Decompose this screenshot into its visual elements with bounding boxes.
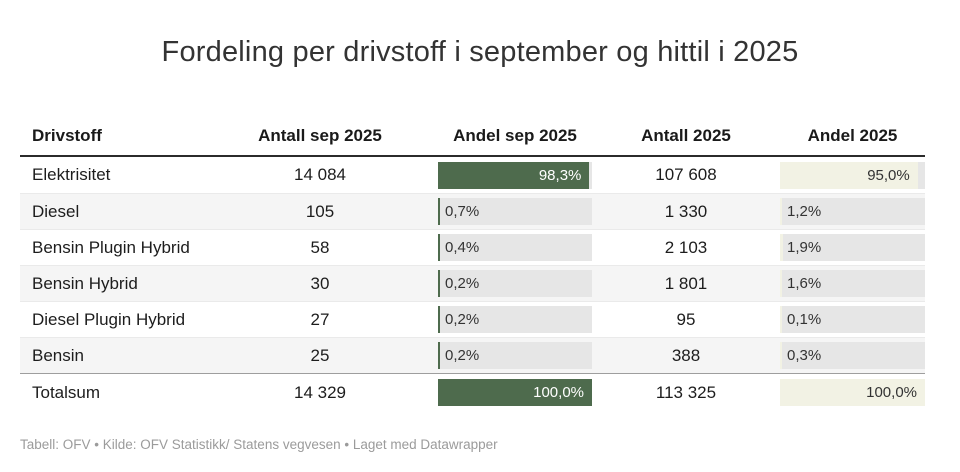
bar-fill	[780, 198, 782, 226]
bar-fill	[438, 306, 440, 334]
cell-antall: 95	[676, 309, 696, 329]
bar-value-label: 0,2%	[445, 275, 480, 293]
bar-track: 0,2%	[438, 306, 592, 334]
cell-andel: 0,3%	[780, 342, 925, 370]
bar-value-label: 95,0%	[867, 166, 910, 184]
bar-fill	[780, 306, 782, 334]
cell-andel: 1,2%	[780, 198, 925, 226]
cell-antall: 107 608	[655, 165, 717, 185]
bar-fill	[438, 198, 440, 226]
cell-drivstoff: Bensin Plugin Hybrid	[32, 237, 190, 257]
cell-drivstoff: Totalsum	[32, 382, 101, 402]
cell-antall_sep: 27	[310, 309, 330, 329]
cell-antall: 113 325	[655, 382, 717, 402]
bar-value-label: 0,3%	[787, 347, 822, 365]
cell-antall_sep: 14 084	[294, 165, 346, 185]
bar-value-label: 1,6%	[787, 275, 822, 293]
bar-fill	[780, 161, 918, 189]
bar-track: 98,3%	[438, 161, 592, 189]
bar-value-label: 0,2%	[445, 347, 480, 365]
bar-fill	[438, 379, 592, 407]
cell-antall_sep: 30	[310, 273, 330, 293]
cell-andel_sep: 0,2%	[394, 306, 592, 334]
bar-value-label: 100,0%	[533, 384, 584, 402]
bar-track: 100,0%	[780, 379, 925, 407]
cell-antall_sep: 58	[310, 237, 330, 257]
bar-track: 1,6%	[780, 270, 925, 298]
cell-antall: 1 330	[664, 201, 708, 221]
bar-value-label: 0,2%	[445, 311, 480, 329]
bar-fill	[438, 270, 440, 298]
cell-antall_sep: 25	[310, 345, 330, 365]
bar-value-label: 1,2%	[787, 203, 822, 221]
column-header-andel: Andel 2025	[807, 126, 898, 146]
cell-andel_sep: 0,4%	[394, 234, 592, 262]
bar-value-label: 1,9%	[787, 239, 822, 257]
bar-value-label: 0,4%	[445, 239, 480, 257]
cell-antall: 388	[671, 345, 701, 365]
cell-drivstoff: Diesel	[32, 201, 80, 221]
table-body: Elektrisitet 14 084 98,3% 107 608 95,0% Diese…	[20, 157, 925, 411]
bar-fill	[780, 379, 925, 407]
bar-value-label: 100,0%	[866, 384, 917, 402]
bar-fill	[780, 234, 783, 262]
bar-track: 1,9%	[780, 234, 925, 262]
bar-value-label: 98,3%	[538, 166, 582, 184]
cell-andel_sep: 100,0%	[394, 379, 592, 407]
column-header-antall: Antall 2025	[641, 126, 731, 146]
table-row: Bensin Hybrid 30 0,2% 1 801 1,6%	[20, 265, 925, 302]
cell-andel_sep: 98,3%	[394, 161, 592, 189]
attribution-footer: Tabell: OFV • Kilde: OFV Statistikk/ Sta…	[20, 437, 498, 453]
cell-andel: 100,0%	[780, 379, 925, 407]
bar-track: 0,7%	[438, 198, 592, 226]
cell-andel: 1,6%	[780, 270, 925, 298]
bar-fill	[438, 161, 590, 189]
cell-antall: 1 801	[664, 273, 708, 293]
bar-track: 0,2%	[438, 270, 592, 298]
fuel-distribution-table: Drivstoff Antall sep 2025 Andel sep 2025 An…	[20, 118, 925, 411]
cell-andel: 95,0%	[780, 161, 925, 189]
cell-drivstoff: Bensin	[32, 345, 84, 365]
table-header-row: Drivstoff Antall sep 2025 Andel sep 2025 An…	[20, 118, 925, 158]
bar-track: 100,0%	[438, 379, 592, 407]
cell-antall_sep: 105	[305, 201, 335, 221]
bar-fill	[780, 270, 783, 298]
cell-andel: 1,9%	[780, 234, 925, 262]
cell-andel: 0,1%	[780, 306, 925, 334]
cell-drivstoff: Elektrisitet	[32, 165, 111, 185]
column-header-antall_sep: Antall sep 2025	[258, 126, 382, 146]
cell-andel_sep: 0,7%	[394, 198, 592, 226]
bar-track: 0,1%	[780, 306, 925, 334]
chart-title: Fordeling per drivstoff i september og h…	[161, 36, 799, 68]
table-row: Elektrisitet 14 084 98,3% 107 608 95,0%	[20, 157, 925, 193]
bar-fill	[438, 234, 440, 262]
table-row: Diesel Plugin Hybrid 27 0,2% 95 0,1%	[20, 301, 925, 337]
table-row: Diesel 105 0,7% 1 330 1,2%	[20, 193, 925, 230]
bar-track: 0,4%	[438, 234, 592, 262]
bar-track: 0,3%	[780, 342, 925, 370]
bar-fill	[780, 342, 782, 370]
cell-drivstoff: Bensin Hybrid	[32, 273, 138, 293]
bar-track: 1,2%	[780, 198, 925, 226]
table-row-total: Totalsum 14 329 100,0% 113 325 100,0%	[20, 373, 925, 411]
column-header-drivstoff: Drivstoff	[32, 126, 102, 146]
column-header-andel_sep: Andel sep 2025	[453, 126, 577, 146]
bar-value-label: 0,1%	[787, 311, 822, 329]
cell-antall_sep: 14 329	[294, 382, 346, 402]
cell-antall: 2 103	[664, 237, 708, 257]
bar-value-label: 0,7%	[445, 203, 480, 221]
cell-andel_sep: 0,2%	[394, 270, 592, 298]
cell-drivstoff: Diesel Plugin Hybrid	[32, 309, 186, 329]
bar-fill	[438, 342, 440, 370]
table-row: Bensin 25 0,2% 388 0,3%	[20, 337, 925, 374]
bar-track: 95,0%	[780, 161, 925, 189]
bar-track: 0,2%	[438, 342, 592, 370]
table-row: Bensin Plugin Hybrid 58 0,4% 2 103 1,9%	[20, 229, 925, 265]
cell-andel_sep: 0,2%	[394, 342, 592, 370]
